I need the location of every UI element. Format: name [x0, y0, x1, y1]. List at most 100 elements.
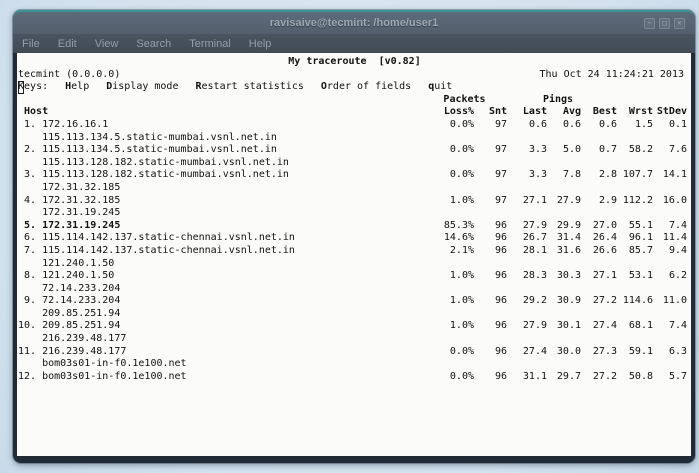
- cell-best: 27.1: [592, 270, 617, 282]
- menu-item-view[interactable]: View: [94, 37, 119, 50]
- cell-best: 27.4: [592, 320, 617, 332]
- cell-stdev: 7.6: [668, 144, 687, 156]
- group-header-line: Packets Pings: [18, 94, 691, 107]
- cell-snt: 96: [494, 270, 507, 282]
- traceroute-row: 6. 115.114.142.137.static-chennai.vsnl.n…: [18, 232, 691, 245]
- key-hint-display: Display mode: [106, 81, 179, 93]
- minimize-button[interactable]: −: [644, 17, 655, 29]
- mtr-host-line: tecmint (0.0.0.0) Thu Oct 24 11:24:21 20…: [18, 69, 691, 82]
- traceroute-row: 4. 172.31.32.185 1.0% 97 27.1 27.9 2.9 112.2 16…: [18, 195, 691, 208]
- cell-last: 28.3: [522, 270, 547, 282]
- cell-avg: 29.7: [556, 370, 581, 382]
- terminal-frame: My traceroute [v0.82] tecmint (0.0.0.0) …: [13, 53, 695, 463]
- cell-wrst: 58.2: [628, 144, 653, 156]
- cell-loss: 1.0%: [449, 194, 474, 206]
- traceroute-alt-row: 172.31.19.245: [18, 207, 691, 220]
- cell-snt: 96: [494, 370, 507, 382]
- pings-group-header: Pings: [542, 93, 574, 105]
- cell-snt: 96: [494, 244, 507, 256]
- window-chrome: ravisaive@tecmint: /home/user1 − □ ✕ Fil…: [13, 10, 695, 53]
- traceroute-alt-row: 121.240.1.50: [18, 258, 691, 271]
- cell-stdev: 16.0: [662, 194, 687, 206]
- hop-host: 9. 72.14.233.204: [18, 295, 121, 307]
- menu-item-search[interactable]: Search: [136, 37, 172, 50]
- cell-avg: 7.8: [562, 169, 581, 181]
- menu-item-terminal[interactable]: Terminal: [189, 37, 231, 50]
- cell-best: 26.6: [592, 244, 617, 256]
- traceroute-row: 5. 172.31.19.245 85.3% 96 27.9 29.9 27.0 55.1 7…: [18, 220, 691, 233]
- host-column-header: Host: [18, 106, 49, 118]
- cell-best: 27.2: [592, 370, 617, 382]
- column-header-wrst: Wrst: [628, 106, 653, 118]
- hop-host: 7. 115.114.142.137.static-chennai.vsnl.n…: [18, 244, 295, 256]
- column-header-avg: Avg: [562, 106, 581, 118]
- menu-item-help[interactable]: Help: [248, 37, 272, 50]
- cell-last: 31.1: [522, 370, 547, 382]
- column-header-last: Last: [522, 106, 547, 118]
- menu-item-file[interactable]: File: [22, 37, 40, 50]
- hop-alt-host: 72.14.233.204: [18, 282, 121, 294]
- titlebar[interactable]: ravisaive@tecmint: /home/user1 − □ ✕: [13, 12, 695, 34]
- traceroute-alt-row: bom03s01-in-f0.1e100.net: [18, 358, 691, 371]
- cell-avg: 30.1: [556, 320, 581, 332]
- window-controls: − □ ✕: [644, 17, 685, 29]
- cell-last: 27.1: [522, 194, 547, 206]
- cell-best: 0.7: [598, 144, 617, 156]
- cell-wrst: 59.1: [628, 345, 653, 357]
- traceroute-row: 10. 209.85.251.94 1.0% 96 27.9 30.1 27.4 68.1 7…: [18, 320, 691, 333]
- close-button[interactable]: ✕: [674, 17, 685, 29]
- traceroute-row: 1. 172.16.16.1 0.0% 97 0.6 0.6 0.6 1.5 0.1: [18, 119, 691, 132]
- traceroute-rows: 1. 172.16.16.1 0.0% 97 0.6 0.6 0.6 1.5 0.1 115.…: [18, 119, 691, 383]
- key-hint-order: Order of fields: [320, 81, 412, 93]
- cell-loss: 0.0%: [449, 118, 474, 130]
- cell-wrst: 50.8: [628, 370, 653, 382]
- local-host: tecmint (0.0.0.0): [18, 68, 121, 80]
- hop-host: 6. 115.114.142.137.static-chennai.vsnl.n…: [18, 232, 295, 244]
- terminal-window: ravisaive@tecmint: /home/user1 − □ ✕ Fil…: [13, 10, 695, 463]
- hop-alt-host: 172.31.19.245: [18, 207, 121, 219]
- cell-last: 0.6: [528, 118, 547, 130]
- mtr-title-line: My traceroute [v0.82]: [18, 56, 691, 69]
- terminal-content[interactable]: My traceroute [v0.82] tecmint (0.0.0.0) …: [17, 53, 691, 456]
- cell-snt: 96: [494, 345, 507, 357]
- cell-avg: 29.9: [556, 219, 581, 231]
- hop-alt-host: 115.113.134.5.static-mumbai.vsnl.net.in: [18, 131, 277, 143]
- column-header-snt: Snt: [488, 106, 507, 118]
- hop-host: 8. 121.240.1.50: [18, 270, 115, 282]
- cell-last: 27.4: [522, 345, 547, 357]
- cell-snt: 97: [494, 118, 507, 130]
- cell-snt: 96: [494, 219, 507, 231]
- cell-snt: 97: [494, 144, 507, 156]
- key-hint-restart: Restart statistics: [195, 81, 304, 93]
- cell-last: 29.2: [522, 295, 547, 307]
- cell-snt: 96: [494, 295, 507, 307]
- maximize-icon: □: [662, 18, 667, 27]
- cell-loss: 0.0%: [449, 370, 474, 382]
- menu-item-edit[interactable]: Edit: [57, 37, 77, 50]
- cell-stdev: 11.4: [662, 232, 687, 244]
- traceroute-row: 2. 115.113.134.5.static-mumbai.vsnl.net.…: [18, 144, 691, 157]
- cell-best: 27.0: [592, 219, 617, 231]
- cell-loss: 0.0%: [449, 345, 474, 357]
- cell-avg: 31.4: [556, 232, 581, 244]
- cell-best: 27.3: [592, 345, 617, 357]
- maximize-button[interactable]: □: [659, 17, 670, 29]
- cell-stdev: 7.4: [668, 320, 687, 332]
- cell-loss: 1.0%: [449, 270, 474, 282]
- traceroute-alt-row: 115.113.134.5.static-mumbai.vsnl.net.in: [18, 132, 691, 145]
- cell-loss: 1.0%: [449, 295, 474, 307]
- traceroute-row: 12. bom03s01-in-f0.1e100.net 0.0% 96 31.1 29…: [18, 371, 691, 384]
- cell-avg: 30.3: [556, 270, 581, 282]
- hop-host: 2. 115.113.134.5.static-mumbai.vsnl.net.…: [18, 144, 277, 156]
- cell-stdev: 9.4: [668, 244, 687, 256]
- column-header-line: Host Loss% Snt Last Avg Best Wrst StDev: [18, 106, 691, 119]
- cell-last: 26.7: [522, 232, 547, 244]
- traceroute-row: 9. 72.14.233.204 1.0% 96 29.2 30.9 27.2 114.6 1…: [18, 295, 691, 308]
- hop-host: 11. 216.239.48.177: [18, 345, 127, 357]
- cell-loss: 0.0%: [449, 169, 474, 181]
- cell-avg: 5.0: [562, 144, 581, 156]
- key-hint-help: Help: [65, 81, 90, 93]
- cell-wrst: 85.7: [628, 244, 653, 256]
- minimize-icon: −: [647, 18, 652, 27]
- cell-loss: 14.6%: [443, 232, 474, 244]
